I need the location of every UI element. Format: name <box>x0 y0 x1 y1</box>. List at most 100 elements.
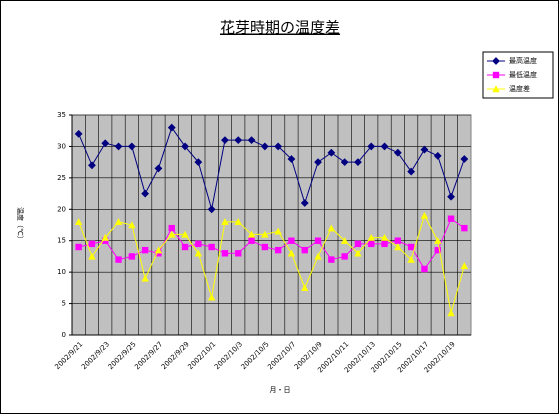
point <box>194 158 203 167</box>
point <box>314 237 322 244</box>
point <box>407 255 415 263</box>
point <box>340 158 349 167</box>
point <box>208 243 215 251</box>
point <box>394 243 402 251</box>
point <box>288 237 295 244</box>
point <box>88 161 96 170</box>
point <box>234 218 242 226</box>
point <box>141 189 150 198</box>
point <box>447 309 455 317</box>
point <box>141 246 149 254</box>
legend-label: 最低温度 <box>509 70 537 79</box>
y-tick-label: 20 <box>57 205 66 213</box>
point <box>420 145 429 154</box>
point <box>381 240 388 248</box>
point <box>301 284 309 292</box>
point <box>447 215 455 222</box>
point <box>128 253 136 260</box>
point <box>221 136 229 145</box>
point <box>407 243 415 251</box>
point <box>101 139 110 148</box>
series-line <box>78 126 465 210</box>
y-axis-label: 温度（℃） <box>16 207 25 243</box>
point <box>461 224 468 232</box>
point <box>327 148 336 157</box>
point <box>492 85 500 93</box>
point <box>168 224 175 232</box>
point <box>434 246 441 254</box>
point <box>207 293 216 301</box>
point <box>434 237 442 244</box>
point <box>114 218 123 226</box>
point <box>128 221 136 229</box>
point <box>314 252 322 260</box>
point <box>314 158 322 167</box>
point <box>274 142 283 151</box>
point <box>194 249 203 257</box>
point <box>248 237 255 244</box>
point <box>154 164 163 173</box>
y-tick-label: 15 <box>57 237 66 245</box>
x-axis-label: 月・日 <box>270 386 291 394</box>
point <box>327 224 336 232</box>
point <box>75 243 82 251</box>
point <box>287 249 296 257</box>
point <box>340 237 349 244</box>
point <box>261 243 269 251</box>
point <box>367 233 375 241</box>
point <box>221 218 229 226</box>
point <box>127 142 136 151</box>
point <box>247 230 256 238</box>
point <box>235 250 242 257</box>
point <box>301 246 308 254</box>
point <box>74 218 83 226</box>
point <box>261 230 269 238</box>
point <box>74 129 83 138</box>
point <box>393 148 402 157</box>
point <box>114 142 123 151</box>
point <box>354 240 362 248</box>
y-tick-label: 30 <box>57 142 66 150</box>
legend-label: 温度差 <box>509 84 530 93</box>
point <box>115 256 122 263</box>
point <box>247 136 256 145</box>
point <box>433 151 442 160</box>
point <box>274 227 282 235</box>
point <box>195 240 202 248</box>
point <box>341 253 348 260</box>
y-tick-label: 5 <box>62 300 66 308</box>
point <box>492 57 500 65</box>
point <box>354 158 362 167</box>
point <box>368 240 375 248</box>
point <box>181 243 189 251</box>
y-tick-label: 0 <box>62 331 66 339</box>
point <box>380 142 389 151</box>
point <box>492 71 500 79</box>
point <box>260 142 269 151</box>
point <box>168 230 176 238</box>
point <box>354 249 362 257</box>
point <box>287 155 296 163</box>
point <box>221 250 229 257</box>
legend-label: 最高温度 <box>509 56 537 65</box>
chart-title: 花芽時期の温度差 <box>220 19 340 37</box>
point <box>154 246 163 254</box>
point <box>300 199 309 207</box>
point <box>167 123 176 132</box>
point <box>141 274 149 282</box>
point <box>234 136 243 145</box>
point <box>207 205 216 214</box>
point <box>460 155 469 163</box>
point <box>328 256 335 263</box>
point <box>274 246 282 254</box>
point <box>394 237 402 244</box>
point <box>447 192 455 201</box>
point <box>101 233 109 241</box>
point <box>420 211 429 219</box>
point <box>380 233 389 241</box>
y-tick-label: 35 <box>57 111 66 119</box>
point <box>88 252 96 260</box>
point <box>421 265 428 273</box>
point <box>367 142 376 151</box>
